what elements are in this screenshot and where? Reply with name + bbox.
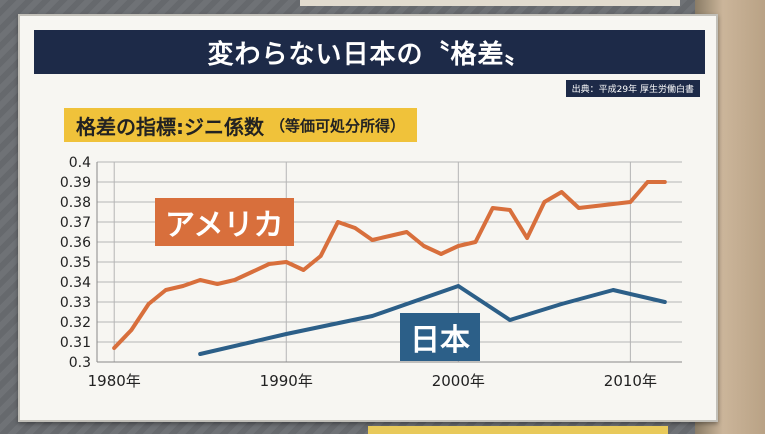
subtitle-main: 格差の指標:ジニ係数	[76, 114, 264, 139]
y-tick-label: 0.32	[60, 315, 91, 331]
subtitle-note: （等価可処分所得）	[270, 116, 406, 135]
y-tick-label: 0.38	[60, 195, 91, 211]
data-point-usa	[318, 254, 323, 258]
data-point-usa	[215, 282, 220, 286]
data-point-usa	[164, 288, 168, 292]
data-point-usa	[473, 240, 478, 244]
data-point-usa	[198, 278, 203, 282]
data-point-usa	[456, 244, 461, 248]
data-point-usa	[267, 262, 271, 266]
data-point-usa	[490, 206, 495, 210]
data-point-usa	[628, 200, 633, 204]
x-tick-label: 1990年	[260, 372, 313, 390]
data-point-japan	[611, 288, 615, 292]
data-point-usa	[439, 252, 443, 256]
chart-subtitle: 格差の指標:ジニ係数 （等価可処分所得）	[64, 108, 418, 142]
data-point-usa	[353, 226, 357, 230]
bottom-chip	[368, 426, 668, 434]
x-tick-label: 1980年	[88, 372, 141, 390]
data-point-usa	[594, 204, 598, 208]
series-line-japan	[198, 284, 667, 356]
y-tick-label: 0.35	[60, 255, 91, 271]
y-tick-label: 0.37	[60, 215, 91, 231]
data-point-usa	[611, 202, 615, 206]
data-point-usa	[387, 234, 392, 238]
data-point-japan	[508, 318, 512, 322]
series-label-japan: 日本	[400, 313, 480, 361]
data-point-usa	[645, 180, 650, 184]
data-point-usa	[250, 270, 254, 274]
data-point-usa	[559, 190, 564, 194]
data-point-usa	[181, 284, 185, 288]
top-strip	[300, 0, 680, 6]
data-point-usa	[232, 278, 237, 282]
y-tick-label: 0.39	[60, 175, 91, 191]
chart-panel: 変わらない日本の〝格差〟 出典：平成29年 厚生労働白書 格差の指標:ジニ係数 …	[18, 14, 718, 422]
panel-title-text: 変わらない日本の〝格差〟	[207, 39, 532, 70]
y-tick-label: 0.3	[69, 355, 91, 371]
data-point-usa	[336, 220, 340, 224]
data-point-usa	[542, 200, 547, 204]
source-note: 出典：平成29年 厚生労働白書	[565, 80, 700, 97]
series-label-usa: アメリカ	[155, 198, 294, 246]
data-point-japan	[284, 332, 289, 336]
data-point-japan	[559, 302, 564, 306]
y-tick-label: 0.4	[69, 155, 91, 171]
x-tick-label: 2000年	[432, 372, 485, 390]
data-point-japan	[456, 284, 461, 288]
data-point-japan	[370, 314, 375, 318]
data-point-usa	[662, 180, 667, 184]
data-point-usa	[422, 244, 426, 248]
y-tick-label: 0.33	[60, 295, 91, 311]
data-point-usa	[146, 302, 151, 306]
data-point-japan	[198, 352, 203, 356]
data-point-usa	[129, 328, 134, 332]
y-tick-label: 0.36	[60, 235, 91, 251]
data-point-usa	[576, 206, 581, 210]
data-point-usa	[370, 238, 375, 242]
data-point-usa	[404, 230, 409, 234]
data-point-usa	[525, 236, 529, 240]
y-tick-label: 0.31	[60, 335, 91, 351]
data-point-usa	[112, 346, 117, 350]
data-point-usa	[284, 260, 289, 264]
data-point-japan	[662, 300, 667, 304]
data-point-usa	[301, 268, 306, 272]
x-tick-label: 2010年	[604, 372, 657, 390]
data-point-usa	[508, 208, 512, 212]
y-tick-label: 0.34	[60, 275, 91, 291]
panel-title: 変わらない日本の〝格差〟	[34, 30, 705, 74]
